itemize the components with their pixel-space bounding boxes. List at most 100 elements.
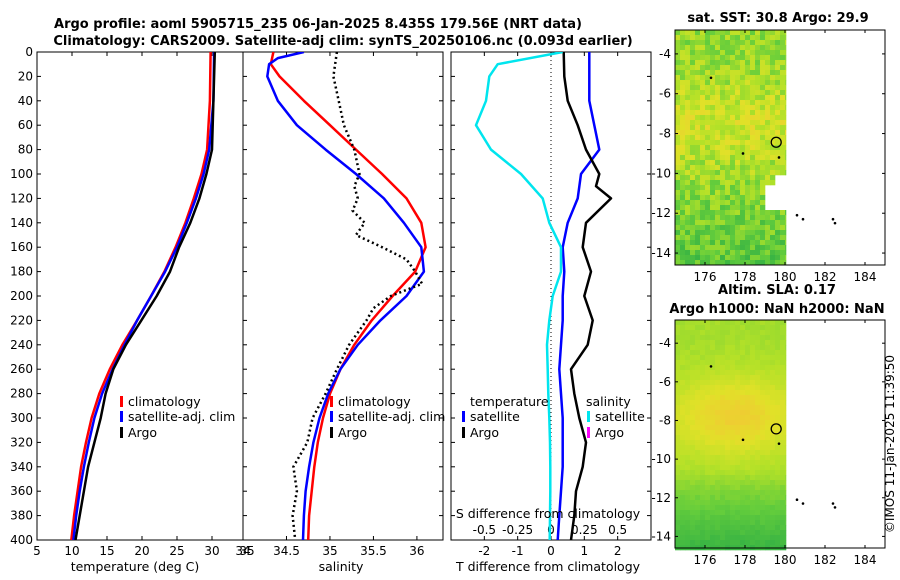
map-cell [705, 140, 711, 146]
map-cell [705, 415, 711, 421]
map-cell [755, 445, 761, 451]
map-cell [765, 220, 771, 226]
map-cell [740, 55, 746, 61]
map-cell [755, 205, 761, 211]
map-cell [675, 430, 681, 436]
map-cell [680, 80, 686, 86]
map-cell [765, 425, 771, 431]
map-cell [770, 530, 776, 536]
map-cell [710, 195, 716, 201]
map-cell [780, 255, 786, 261]
map-cell [770, 260, 776, 266]
map-cell [770, 465, 776, 471]
map-cell [740, 395, 746, 401]
map-cell [765, 70, 771, 76]
map-cell [680, 225, 686, 231]
map-cell [680, 75, 686, 81]
map-cell [730, 430, 736, 436]
map-cell [685, 485, 691, 491]
map-cell [745, 250, 751, 256]
map-cell [685, 325, 691, 331]
map-cell [735, 75, 741, 81]
map-cell [775, 445, 781, 451]
map-cell [700, 350, 706, 356]
map-cell [695, 150, 701, 156]
map-cell [735, 200, 741, 206]
map-cell [685, 390, 691, 396]
map-cell [725, 105, 731, 111]
map-cell [730, 415, 736, 421]
map-cell [685, 140, 691, 146]
map-cell [735, 335, 741, 341]
map-cell [700, 370, 706, 376]
map-cell [690, 145, 696, 151]
map-cell [730, 135, 736, 141]
map-cell [715, 255, 721, 261]
map-cell [690, 50, 696, 56]
map-cell [755, 420, 761, 426]
map-cell [735, 245, 741, 251]
map-cell [765, 505, 771, 511]
map-cell [705, 145, 711, 151]
map-cell [695, 175, 701, 181]
map-cell [760, 35, 766, 41]
map-cell [755, 520, 761, 526]
map-x-tick-label: 182 [814, 553, 837, 567]
map-cell [720, 220, 726, 226]
map-cell [740, 160, 746, 166]
map-cell [705, 185, 711, 191]
temperature-xlabel: temperature (deg C) [71, 559, 200, 574]
map-cell [720, 105, 726, 111]
map-cell [715, 230, 721, 236]
legend-climatology: climatology [128, 394, 201, 409]
map-cell [755, 70, 761, 76]
map-cell [780, 95, 786, 101]
sst-map: 176 178 180 182 184-4-6-8-10-12-14 [651, 29, 886, 284]
map-cell [700, 120, 706, 126]
legend-satellite: satellite-adj. clim [128, 409, 235, 424]
map-cell [770, 145, 776, 151]
map-cell [690, 345, 696, 351]
map-cell [675, 345, 681, 351]
map-cell [685, 195, 691, 201]
map-cell [735, 365, 741, 371]
map-cell [715, 155, 721, 161]
y-tick-label: 180 [10, 265, 33, 279]
map-cell [690, 445, 696, 451]
map-cell [785, 375, 787, 381]
map-cell [695, 210, 701, 216]
map-cell [735, 30, 741, 36]
y-tick-label: 160 [10, 240, 33, 254]
map-cell [700, 400, 706, 406]
map-cell [740, 145, 746, 151]
map-cell [765, 525, 771, 531]
map-cell [740, 540, 746, 546]
map-cell [710, 500, 716, 506]
map-cell [730, 465, 736, 471]
map-cell [680, 390, 686, 396]
map-cell [685, 100, 691, 106]
map-cell [760, 140, 766, 146]
map-cell [780, 125, 786, 131]
map-cell [770, 135, 776, 141]
map-cell [735, 110, 741, 116]
map-cell [735, 195, 741, 201]
map-cell [720, 345, 726, 351]
map-cell [695, 415, 701, 421]
map-cell [715, 480, 721, 486]
map-cell [725, 460, 731, 466]
map-cell [700, 465, 706, 471]
map-cell [700, 195, 706, 201]
map-cell [700, 470, 706, 476]
map-cell [740, 325, 746, 331]
map-cell [675, 230, 681, 236]
map-cell [690, 470, 696, 476]
map-cell [760, 450, 766, 456]
map-cell [715, 325, 721, 331]
map-cell [725, 440, 731, 446]
map-cell [755, 145, 761, 151]
map-cell [730, 355, 736, 361]
map-cell [675, 160, 681, 166]
map-cell [760, 530, 766, 536]
map-cell [685, 65, 691, 71]
